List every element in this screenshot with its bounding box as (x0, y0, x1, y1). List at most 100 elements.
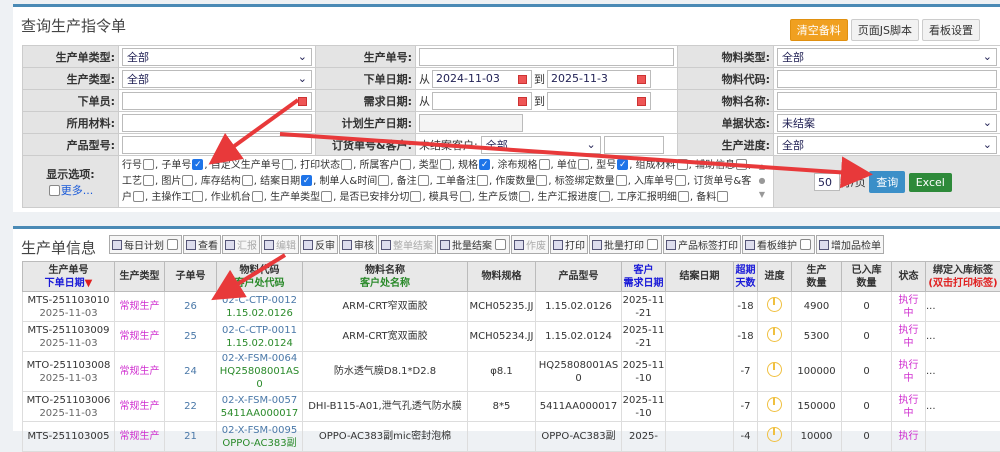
clear-icon[interactable] (637, 75, 646, 84)
order-no-input[interactable] (419, 48, 674, 66)
toolbar-button[interactable]: 打印 (550, 235, 588, 254)
used-material-input[interactable] (122, 114, 312, 132)
option-checkbox[interactable] (675, 175, 686, 186)
option-checkbox[interactable]: ✓ (617, 159, 628, 170)
cell-bind[interactable]: ... (926, 352, 1000, 392)
col-in-qty[interactable]: 已入库数量 (842, 262, 892, 292)
toolbar-checkbox[interactable] (495, 239, 506, 250)
cell-bind[interactable]: ... (926, 392, 1000, 422)
col-progress[interactable]: 进度 (758, 262, 792, 292)
option-checkbox[interactable]: ✓ (479, 159, 490, 170)
col-bind[interactable]: 绑定入库标签(双击打印标签) (926, 262, 1000, 292)
toolbar-button[interactable]: 汇报 (222, 235, 260, 254)
cell-bind[interactable]: ... (926, 292, 1000, 322)
col-spec[interactable]: 物料规格 (468, 262, 536, 292)
clear-material-button[interactable]: 清空备料 (790, 19, 848, 41)
page-js-button[interactable]: 页面JS脚本 (851, 19, 919, 41)
col-qty[interactable]: 生产数量 (792, 262, 842, 292)
material-type-select[interactable]: 全部⌄ (777, 48, 997, 66)
option-checkbox[interactable] (477, 175, 488, 186)
toolbar-checkbox[interactable] (647, 239, 658, 250)
option-checkbox[interactable] (192, 191, 203, 202)
excel-button[interactable]: Excel (909, 173, 952, 192)
cell-order-no[interactable]: MTS-251103005 (23, 422, 115, 452)
search-button[interactable]: 查询 (869, 171, 905, 193)
option-checkbox[interactable] (736, 159, 747, 170)
option-checkbox[interactable] (578, 159, 589, 170)
more-link[interactable]: 更多... (61, 184, 94, 197)
col-prod-type[interactable]: 生产类型 (115, 262, 165, 292)
toolbar-button[interactable]: 批量打印 (589, 235, 662, 254)
option-checkbox[interactable] (242, 175, 253, 186)
toolbar-checkbox[interactable] (800, 239, 811, 250)
order-date-from[interactable]: 2024-11-03 (432, 70, 532, 88)
material-name-input[interactable] (777, 92, 997, 110)
option-checkbox[interactable] (418, 175, 429, 186)
option-checkbox[interactable]: ✓ (301, 175, 312, 186)
plan-date-input[interactable] (419, 114, 523, 132)
toolbar-button[interactable]: 整单结案 (378, 235, 436, 254)
option-checkbox[interactable] (133, 191, 144, 202)
toolbar-button[interactable]: 作废 (511, 235, 549, 254)
toolbar-button[interactable]: 查看 (183, 235, 221, 254)
more-checkbox[interactable] (49, 185, 60, 196)
toolbar-button[interactable]: 批量结案 (437, 235, 510, 254)
option-checkbox[interactable] (677, 159, 688, 170)
toolbar-button[interactable]: 编辑 (261, 235, 299, 254)
demand-date-from[interactable] (432, 92, 532, 110)
option-checkbox[interactable] (616, 175, 627, 186)
cell-bind[interactable] (926, 422, 1000, 452)
sort-desc-icon[interactable]: ▼ (85, 278, 93, 289)
option-checkbox[interactable] (410, 191, 421, 202)
progress-select[interactable]: 全部⌄ (777, 136, 997, 154)
col-model[interactable]: 产品型号 (536, 262, 622, 292)
orderer-input[interactable] (122, 92, 312, 110)
col-sub-no[interactable]: 子单号 (165, 262, 217, 292)
option-checkbox[interactable]: ✓ (192, 159, 203, 170)
option-checkbox[interactable] (717, 191, 728, 202)
toolbar-button[interactable]: 每日计划 (109, 235, 182, 254)
customer-select[interactable]: 全部⌄ (481, 136, 601, 154)
option-checkbox[interactable] (321, 191, 332, 202)
clear-icon[interactable] (518, 97, 527, 106)
col-mat-code[interactable]: 物料代码客户处代码 (217, 262, 303, 292)
order-type-select[interactable]: 全部⌄ (122, 48, 312, 66)
board-settings-button[interactable]: 看板设置 (922, 19, 980, 41)
options-scrollbar[interactable]: ▲●▼ (757, 160, 767, 204)
cell-bind[interactable]: ... (926, 322, 1000, 352)
toolbar-button[interactable]: 审核 (339, 235, 377, 254)
page-size-input[interactable]: 50 (814, 173, 840, 191)
option-checkbox[interactable] (378, 175, 389, 186)
col-status[interactable]: 状态 (892, 262, 926, 292)
option-checkbox[interactable] (400, 159, 411, 170)
material-code-input[interactable] (777, 70, 997, 88)
product-model-input[interactable] (122, 136, 312, 154)
option-checkbox[interactable] (143, 175, 154, 186)
clear-icon[interactable] (518, 75, 527, 84)
col-cust-date[interactable]: 客户需求日期 (622, 262, 666, 292)
option-checkbox[interactable] (536, 175, 547, 186)
col-overdue[interactable]: 超期天数 (734, 262, 758, 292)
clear-icon[interactable] (298, 97, 307, 106)
toolbar-checkbox[interactable] (167, 239, 178, 250)
order-date-to[interactable]: 2025-11-3 (547, 70, 651, 88)
toolbar-button[interactable]: 产品标签打印 (663, 235, 741, 254)
option-checkbox[interactable] (539, 159, 550, 170)
option-checkbox[interactable] (460, 191, 471, 202)
order-no-customer-input[interactable] (604, 136, 664, 154)
toolbar-button[interactable]: 增加品检单 (816, 235, 884, 254)
col-close-date[interactable]: 结案日期 (666, 262, 734, 292)
option-checkbox[interactable] (519, 191, 530, 202)
doc-status-select[interactable]: 未结案⌄ (777, 114, 997, 132)
col-mat-name[interactable]: 物料名称客户处名称 (303, 262, 468, 292)
option-checkbox[interactable] (599, 191, 610, 202)
demand-date-to[interactable] (547, 92, 651, 110)
option-checkbox[interactable] (282, 159, 293, 170)
option-checkbox[interactable] (252, 191, 263, 202)
